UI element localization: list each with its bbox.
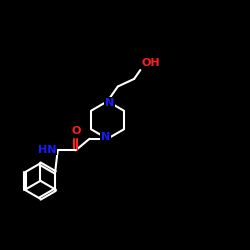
- Text: OH: OH: [142, 58, 160, 68]
- Text: HN: HN: [38, 144, 56, 154]
- Text: N: N: [101, 132, 110, 142]
- Text: N: N: [105, 98, 114, 108]
- Text: O: O: [71, 126, 81, 136]
